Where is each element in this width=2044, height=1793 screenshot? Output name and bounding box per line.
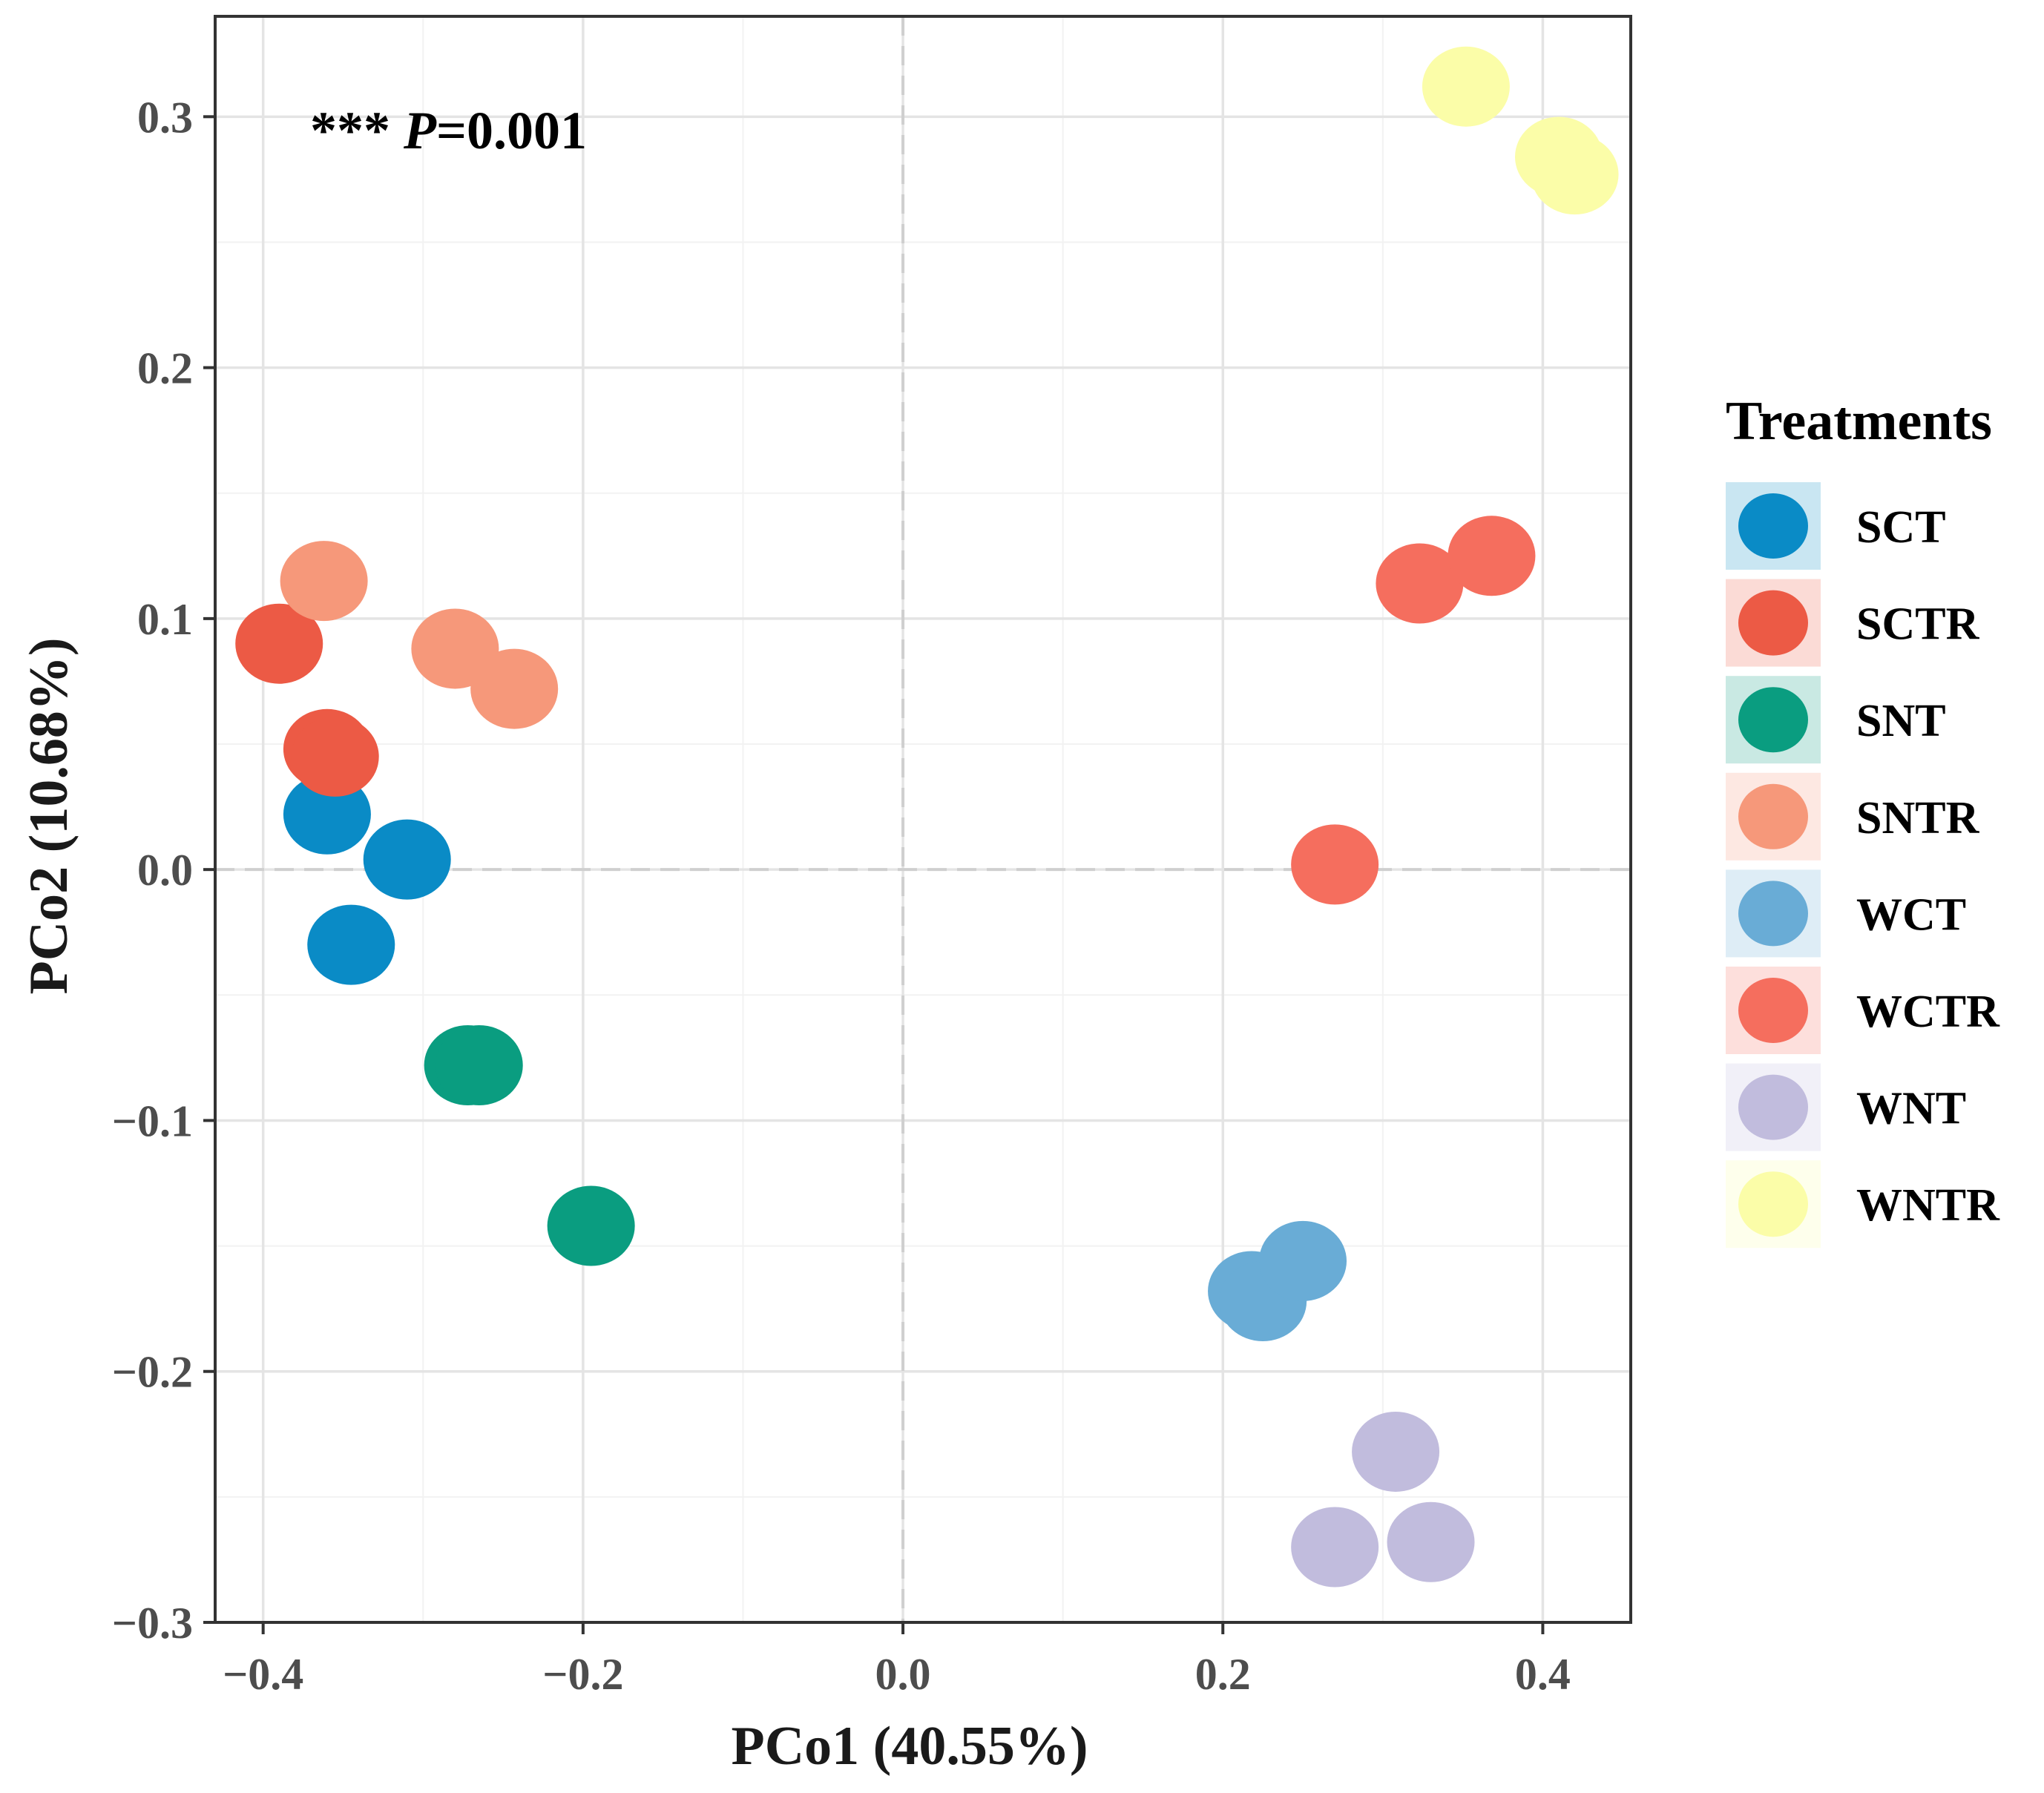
legend-swatch-wct — [1738, 881, 1808, 947]
legend-label-sct: SCT — [1856, 502, 1946, 553]
x-tick-label: 0.2 — [1195, 1650, 1251, 1699]
legend-swatch-wctr — [1738, 978, 1808, 1043]
point-wnt — [1291, 1507, 1379, 1588]
y-tick-label: −0.2 — [112, 1348, 193, 1397]
legend-swatch-sntr — [1738, 783, 1808, 849]
legend-label-wctr: WCTR — [1856, 987, 2000, 1037]
legend-label-wnt: WNT — [1856, 1084, 1966, 1134]
x-tick-label: 0.4 — [1515, 1650, 1571, 1699]
x-axis-title: PCo1 (40.55%) — [732, 1716, 1088, 1777]
y-tick-label: −0.3 — [112, 1599, 193, 1648]
point-wctr — [1447, 516, 1536, 596]
significance-annotation: *** P=0.001 — [310, 101, 587, 160]
legend-swatch-sctr — [1738, 590, 1808, 656]
zero-lines — [215, 16, 1631, 1622]
point-snt — [435, 1025, 523, 1106]
point-wctr — [1291, 824, 1379, 905]
legend-swatch-snt — [1738, 687, 1808, 753]
point-sctr — [235, 603, 323, 684]
legend-swatch-wntr — [1738, 1171, 1808, 1237]
legend-swatch-sct — [1738, 493, 1808, 559]
legend-items: SCT SCTR SNT SNTR WCT WCTR WNT WNTR — [1726, 482, 2000, 1248]
point-sntr — [470, 648, 559, 729]
legend-title: Treatments — [1726, 391, 1992, 452]
x-tick-label: 0.0 — [875, 1650, 931, 1699]
y-tick-label: 0.0 — [137, 846, 193, 895]
x-tick-label: −0.4 — [223, 1650, 303, 1699]
point-sct — [307, 904, 395, 985]
point-wnt — [1352, 1411, 1440, 1492]
point-wnt — [1387, 1501, 1475, 1582]
axis-ticks: −0.4 −0.2 0.0 0.2 0.4 −0.3 −0.2 −0.1 0.0 0.1 0.2 0.… — [112, 93, 1571, 1699]
y-tick-label: 0.3 — [137, 93, 193, 142]
legend-label-sntr: SNTR — [1856, 793, 1980, 843]
legend-label-sctr: SCTR — [1856, 599, 1980, 650]
y-tick-label: 0.1 — [137, 595, 193, 644]
point-snt — [547, 1185, 635, 1266]
legend-swatch-wnt — [1738, 1074, 1808, 1140]
point-wntr — [1531, 134, 1619, 215]
point-wct — [1259, 1220, 1347, 1301]
point-wctr — [1376, 543, 1464, 624]
y-tick-label: −0.1 — [112, 1096, 193, 1145]
y-axis-title: PCo2 (10.68%) — [19, 638, 79, 995]
data-points — [235, 46, 1619, 1588]
panel-background — [215, 16, 1631, 1622]
legend: Treatments SCT SCTR SNT SNTR WCT WCTR WNT WNTR — [1726, 391, 2000, 1248]
legend-label-snt: SNT — [1856, 696, 1946, 746]
legend-label-wntr: WNTR — [1856, 1180, 2000, 1231]
x-tick-label: −0.2 — [542, 1650, 623, 1699]
point-sct — [363, 819, 451, 900]
panel-border — [214, 15, 1632, 1624]
point-wntr — [1422, 46, 1510, 127]
point-sntr — [280, 541, 368, 622]
legend-label-wct: WCT — [1856, 889, 1966, 940]
y-tick-label: 0.2 — [137, 344, 193, 393]
point-sctr — [291, 716, 379, 797]
